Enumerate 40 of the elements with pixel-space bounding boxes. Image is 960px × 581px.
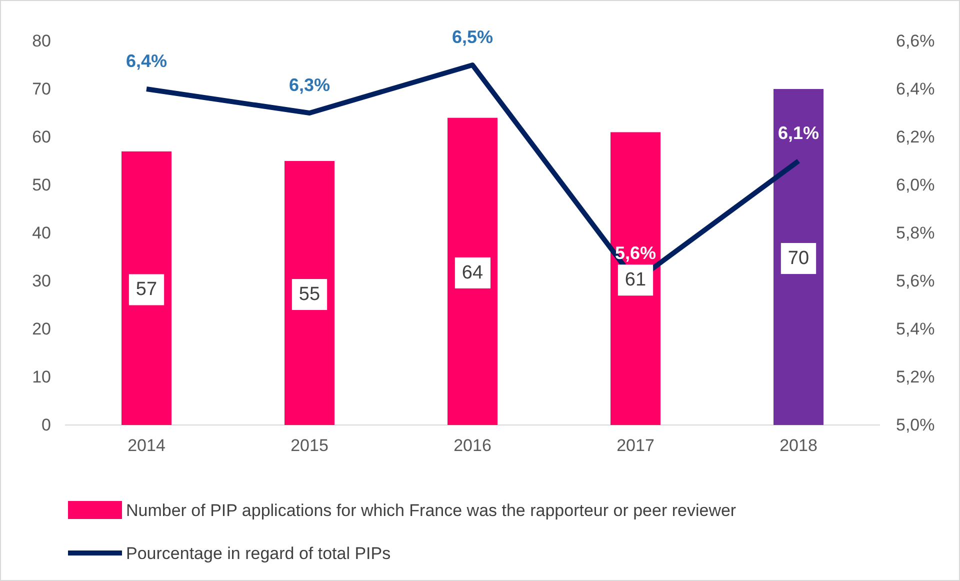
y-tick-label: 80	[32, 31, 51, 50]
legend-label: Pourcentage in regard of total PIPs	[126, 544, 391, 563]
bar	[448, 118, 498, 425]
data-label: 61	[624, 270, 646, 291]
y2-tick-label: 6,4%	[896, 79, 935, 98]
data-label: 6,1%	[778, 123, 820, 143]
x-tick-label: 2018	[780, 436, 818, 456]
legend-label: Number of PIP applications for which France was the rapporteur or peer reviewer	[126, 501, 736, 520]
y2-tick-label: 5,8%	[896, 223, 935, 242]
y-tick-label: 0	[42, 415, 51, 434]
y2-tick-label: 5,6%	[896, 271, 935, 290]
y-tick-label: 50	[32, 175, 51, 194]
y2-tick-label: 5,0%	[896, 415, 935, 434]
y-tick-label: 60	[32, 127, 51, 146]
y2-tick-label: 6,2%	[896, 127, 935, 146]
data-label: 6,4%	[126, 51, 168, 71]
data-label: 5,6%	[614, 243, 656, 263]
bar	[284, 161, 334, 425]
x-tick-label: 2015	[290, 436, 328, 456]
y-tick-label: 30	[32, 271, 51, 290]
data-label: 6,3%	[288, 75, 330, 95]
y2-tick-label: 6,0%	[896, 175, 935, 194]
data-label: 55	[298, 284, 320, 305]
bar	[122, 151, 172, 425]
y2-tick-label: 5,4%	[896, 319, 935, 338]
y-tick-label: 70	[32, 79, 51, 98]
y2-tick-label: 5,2%	[896, 367, 935, 386]
x-tick-label: 2016	[454, 436, 492, 456]
data-label: 64	[462, 262, 484, 284]
data-label: 57	[136, 279, 158, 300]
x-tick-label: 2014	[128, 436, 166, 456]
data-label: 6,5%	[452, 27, 494, 47]
y2-tick-label: 6,6%	[896, 31, 935, 50]
x-tick-label: 2017	[616, 436, 654, 456]
y-tick-label: 20	[32, 319, 51, 338]
bar	[610, 132, 660, 425]
y-tick-label: 10	[32, 367, 51, 386]
bar	[774, 89, 824, 425]
y-tick-label: 40	[32, 223, 51, 242]
data-label: 70	[788, 248, 810, 269]
